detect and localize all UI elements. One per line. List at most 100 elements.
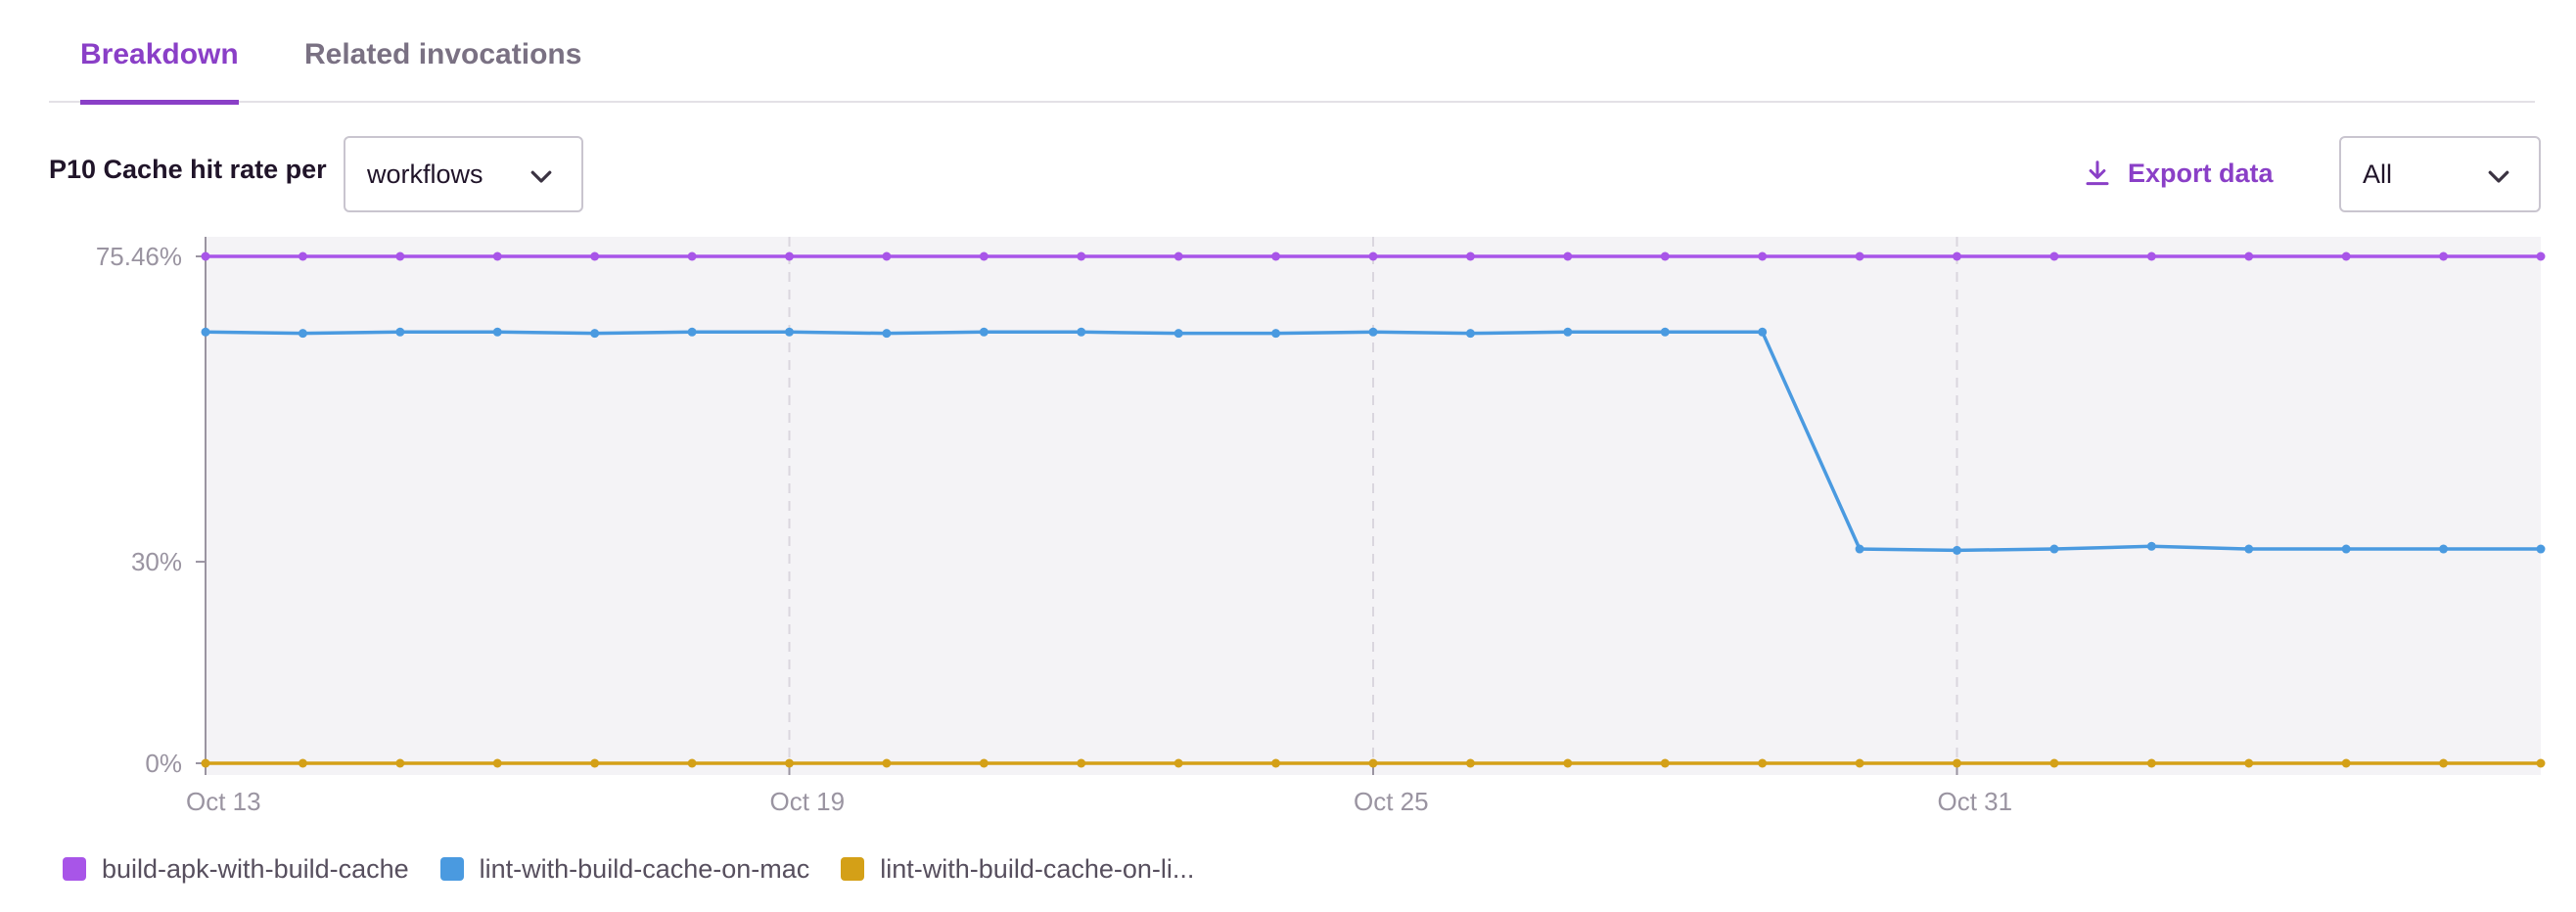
data-point[interactable]: [1953, 758, 1961, 768]
data-point[interactable]: [298, 329, 307, 339]
x-tick-label: Oct 25: [1354, 787, 1429, 816]
group-by-select[interactable]: workflows: [344, 136, 583, 212]
data-point[interactable]: [201, 251, 210, 261]
data-point[interactable]: [2146, 251, 2156, 261]
data-point[interactable]: [1660, 327, 1670, 337]
data-point[interactable]: [492, 327, 502, 337]
legend-swatch: [439, 857, 464, 881]
data-point[interactable]: [2341, 758, 2351, 768]
data-point[interactable]: [1660, 758, 1670, 768]
series-2: [201, 758, 2546, 768]
data-point[interactable]: [1855, 758, 1864, 768]
data-point[interactable]: [2049, 544, 2059, 554]
tab-breakdown[interactable]: Breakdown: [80, 0, 239, 105]
data-point[interactable]: [882, 251, 892, 261]
data-point[interactable]: [1465, 758, 1475, 768]
legend-item[interactable]: lint-with-build-cache-on-mac: [439, 853, 810, 885]
data-point[interactable]: [1758, 327, 1768, 337]
data-point[interactable]: [1368, 251, 1378, 261]
data-point[interactable]: [785, 758, 794, 768]
data-point[interactable]: [201, 758, 210, 768]
legend-item[interactable]: lint-with-build-cache-on-li...: [841, 854, 1194, 885]
data-point[interactable]: [2536, 251, 2546, 261]
data-point[interactable]: [1563, 758, 1573, 768]
data-point[interactable]: [1465, 329, 1475, 339]
download-icon: [2086, 160, 2109, 186]
data-point[interactable]: [979, 758, 989, 768]
data-point[interactable]: [1271, 329, 1281, 339]
legend-label: build-apk-with-build-cache: [102, 853, 409, 884]
data-point[interactable]: [201, 327, 210, 337]
data-point[interactable]: [1271, 758, 1281, 768]
legend-item[interactable]: build-apk-with-build-cache: [63, 854, 409, 885]
data-point[interactable]: [1173, 329, 1183, 339]
data-point[interactable]: [687, 758, 697, 768]
data-point[interactable]: [492, 758, 502, 768]
x-tick-label: Oct 13: [186, 787, 261, 816]
chevron-down-icon: [2488, 170, 2509, 183]
data-point[interactable]: [2439, 251, 2449, 261]
data-point[interactable]: [1077, 758, 1086, 768]
data-point[interactable]: [2049, 758, 2059, 768]
data-point[interactable]: [882, 329, 892, 339]
data-point[interactable]: [1271, 251, 1281, 261]
data-point[interactable]: [395, 327, 405, 337]
filter-select[interactable]: All: [2339, 136, 2541, 212]
data-point[interactable]: [2049, 251, 2059, 261]
chevron-down-icon: [530, 170, 552, 183]
cache-hit-rate-chart: 75.46% 30% 0% Oct 13 Oct 19 Oct 25 Oct 31: [96, 237, 2546, 816]
data-point[interactable]: [1563, 251, 1573, 261]
data-point[interactable]: [687, 327, 697, 337]
data-point[interactable]: [1173, 251, 1183, 261]
data-point[interactable]: [2341, 544, 2351, 554]
data-point[interactable]: [1758, 251, 1768, 261]
data-point[interactable]: [1077, 327, 1086, 337]
data-point[interactable]: [785, 251, 794, 261]
data-point[interactable]: [2536, 544, 2546, 554]
data-point[interactable]: [882, 758, 892, 768]
data-point[interactable]: [979, 327, 989, 337]
data-point[interactable]: [1368, 758, 1378, 768]
data-point[interactable]: [687, 251, 697, 261]
data-point[interactable]: [1855, 251, 1864, 261]
data-point[interactable]: [785, 327, 794, 337]
chart-legend: build-apk-with-build-cache lint-with-buil…: [63, 849, 1225, 889]
data-point[interactable]: [1953, 251, 1961, 261]
tab-bar: Breakdown Related invocations: [49, 0, 2535, 105]
data-point[interactable]: [1173, 758, 1183, 768]
x-tick-label: Oct 31: [1938, 787, 2013, 816]
data-point[interactable]: [590, 251, 600, 261]
data-point[interactable]: [1563, 327, 1573, 337]
data-point[interactable]: [1660, 251, 1670, 261]
data-point[interactable]: [2244, 251, 2254, 261]
tab-related-invocations[interactable]: Related invocations: [304, 38, 582, 70]
data-point[interactable]: [590, 329, 600, 339]
data-point[interactable]: [395, 251, 405, 261]
export-data-button[interactable]: Export data: [2083, 152, 2274, 195]
data-point[interactable]: [1368, 327, 1378, 337]
legend-label: lint-with-build-cache-on-mac: [479, 853, 810, 884]
data-point[interactable]: [395, 758, 405, 768]
data-point[interactable]: [2244, 758, 2254, 768]
data-point[interactable]: [2439, 758, 2449, 768]
data-point[interactable]: [2341, 251, 2351, 261]
data-point[interactable]: [2244, 544, 2254, 554]
data-point[interactable]: [1953, 545, 1961, 555]
data-point[interactable]: [2146, 758, 2156, 768]
data-point[interactable]: [492, 251, 502, 261]
legend-label: lint-with-build-cache-on-li...: [880, 853, 1195, 884]
data-point[interactable]: [1758, 758, 1768, 768]
data-point[interactable]: [979, 251, 989, 261]
data-point[interactable]: [2146, 541, 2156, 551]
data-point[interactable]: [2439, 544, 2449, 554]
metric-label: P10 Cache hit rate per: [49, 155, 327, 184]
data-point[interactable]: [1077, 251, 1086, 261]
data-point[interactable]: [2536, 758, 2546, 768]
legend-swatch: [841, 857, 865, 881]
data-point[interactable]: [1465, 251, 1475, 261]
data-point[interactable]: [590, 758, 600, 768]
data-point[interactable]: [298, 758, 307, 768]
data-point[interactable]: [298, 251, 307, 261]
data-point[interactable]: [1855, 544, 1864, 554]
